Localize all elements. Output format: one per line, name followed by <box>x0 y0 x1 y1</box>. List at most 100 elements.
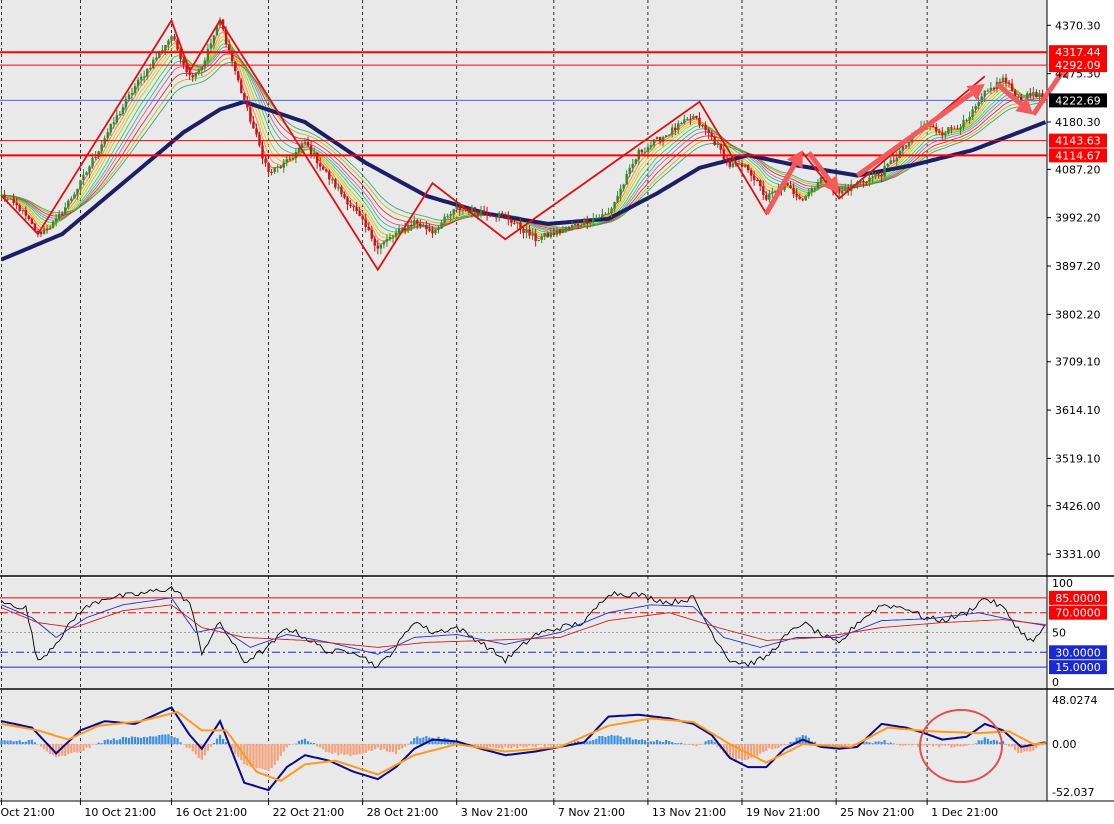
macd-histogram-bar <box>671 742 674 745</box>
candle-body <box>379 244 383 249</box>
candle-body <box>12 198 15 204</box>
candle-body <box>42 229 46 235</box>
candle-body <box>613 201 616 209</box>
macd-histogram-bar <box>540 744 543 745</box>
candle-body <box>962 119 965 128</box>
candle-body <box>974 106 977 110</box>
candle-body <box>1029 93 1032 95</box>
macd-histogram-bar <box>337 744 340 756</box>
candle-body <box>661 136 665 142</box>
candle-body <box>158 51 161 58</box>
price-tick-label: 4087.20 <box>1055 163 1101 176</box>
candle-body <box>422 225 425 227</box>
candle-body <box>410 225 413 227</box>
macd-histogram-bar <box>655 739 659 745</box>
macd-histogram-bar <box>919 744 923 746</box>
candle-body <box>837 188 841 194</box>
time-tick-label: 16 Oct 21:00 <box>175 806 247 819</box>
macd-histogram-bar <box>397 744 401 750</box>
macd-histogram-bar <box>276 744 279 761</box>
macd-histogram-bar <box>704 741 707 745</box>
macd-histogram-bar <box>218 734 222 745</box>
candle-body <box>719 143 722 150</box>
macd-histogram-bar <box>725 744 728 757</box>
macd-histogram-bar <box>267 744 270 772</box>
candle-body <box>161 50 164 52</box>
candle-body <box>1001 77 1005 83</box>
candle-body <box>525 229 528 233</box>
candle-body <box>270 171 273 173</box>
macd-histogram-bar <box>740 744 744 761</box>
candle-body <box>898 150 902 158</box>
candle-body <box>983 90 986 97</box>
macd-histogram-bar <box>762 744 765 753</box>
time-tick-label: 22 Oct 21:00 <box>273 806 345 819</box>
candle-body <box>3 194 6 200</box>
macd-histogram-bar <box>200 744 203 760</box>
candle-body <box>968 116 971 120</box>
candle-body <box>980 96 983 102</box>
candle-body <box>97 151 100 157</box>
macd-histogram-bar <box>874 741 877 745</box>
macd-histogram-bar <box>513 744 516 747</box>
macd-histogram-bar <box>898 744 901 746</box>
candle-body <box>173 36 176 40</box>
candle-body <box>810 188 814 192</box>
candle-body <box>215 25 219 36</box>
price-level-label-box <box>1049 58 1107 73</box>
macd-histogram-bar <box>176 738 179 745</box>
candle-body <box>789 185 792 189</box>
macd-histogram-bar <box>586 741 589 745</box>
candle-body <box>145 68 149 77</box>
candle-body <box>746 164 750 171</box>
candle-body <box>306 141 310 146</box>
candle-body <box>82 174 85 181</box>
candle-body <box>346 197 349 205</box>
candle-body <box>941 132 944 136</box>
macd-histogram-bar <box>783 744 786 746</box>
trend-arrow-head <box>1015 97 1034 115</box>
macd-histogram-bar <box>334 744 337 753</box>
candle-body <box>598 217 601 219</box>
candle-body <box>786 183 789 186</box>
candle-body <box>376 245 380 249</box>
candle-body <box>573 223 577 226</box>
candle-body <box>479 210 483 215</box>
macd-histogram-bar <box>425 736 428 745</box>
candle-body <box>88 166 91 173</box>
candle-body <box>325 169 328 172</box>
macd-histogram-bar <box>118 739 121 745</box>
candle-body <box>1010 83 1014 91</box>
macd-histogram-bar <box>834 744 838 746</box>
macd-histogram-bar <box>440 739 443 745</box>
macd-histogram-bar <box>358 744 361 755</box>
candle-body <box>130 92 134 95</box>
candle-body <box>658 137 662 142</box>
candle-body <box>522 229 525 233</box>
candle-body <box>33 223 37 231</box>
price-level-label-box <box>1049 148 1107 163</box>
macd-histogram-bar <box>21 742 24 745</box>
macd-histogram-bar <box>164 734 167 745</box>
macd-histogram-bar <box>349 744 352 757</box>
time-tick-label: 25 Nov 21:00 <box>840 806 914 819</box>
candle-body <box>971 109 974 117</box>
macd-histogram-bar <box>394 744 398 755</box>
macd-histogram-bar <box>325 744 328 752</box>
macd-histogram-bar <box>340 744 343 754</box>
macd-histogram-bar <box>61 744 64 756</box>
candle-body <box>840 190 844 194</box>
candle-body <box>701 125 704 127</box>
macd-histogram-bar <box>188 744 191 749</box>
candle-body <box>631 164 634 168</box>
macd-histogram-bar <box>634 739 637 745</box>
candle-body <box>103 138 106 145</box>
macd-histogram-bar <box>786 744 789 746</box>
candle-body <box>737 163 741 165</box>
macd-histogram-bar <box>155 736 158 745</box>
macd-histogram-bar <box>485 744 489 749</box>
macd-histogram-bar <box>470 744 474 745</box>
candle-body <box>576 223 580 226</box>
macd-histogram-bar <box>501 744 504 749</box>
